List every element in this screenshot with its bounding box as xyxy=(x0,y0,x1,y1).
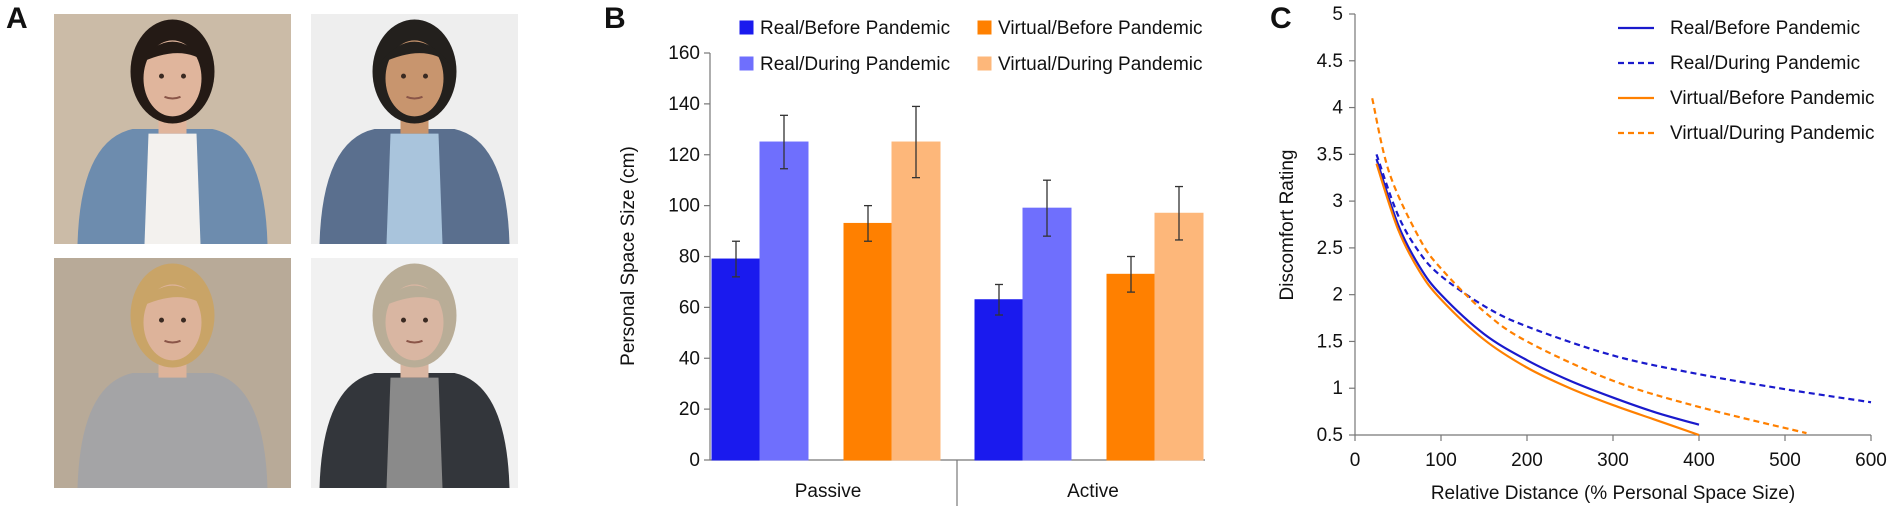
legend-item-real-before-pandemic: Real/Before Pandemic xyxy=(739,18,950,39)
panel-label-a: A xyxy=(6,2,28,35)
bar-virtual-during-pandemic-active xyxy=(1154,212,1204,461)
bar-real-before-pandemic-active xyxy=(974,299,1024,461)
x-category-label-passive: Passive xyxy=(795,481,862,502)
svg-text:Real/During Pandemic: Real/During Pandemic xyxy=(1670,53,1860,74)
svg-text:Virtual/Before Pandemic: Virtual/Before Pandemic xyxy=(998,18,1203,39)
y-tick-label-1-5: 1.5 xyxy=(1317,331,1343,352)
x-tick-label-200: 200 xyxy=(1511,450,1543,471)
x-tick-label-100: 100 xyxy=(1425,450,1457,471)
legend-item-real-before-pandemic: Real/Before Pandemic xyxy=(1618,18,1860,39)
real-man-photo xyxy=(54,258,291,488)
x-tick-label-500: 500 xyxy=(1769,450,1801,471)
legend-item-virtual-before-pandemic: Virtual/Before Pandemic xyxy=(977,18,1203,39)
virtual-man-avatar xyxy=(311,258,518,488)
y-tick-label-100: 100 xyxy=(668,196,700,217)
svg-text:Real/During Pandemic: Real/During Pandemic xyxy=(760,54,950,75)
y-tick-label-140: 140 xyxy=(668,94,700,115)
legend-item-real-during-pandemic: Real/During Pandemic xyxy=(739,54,950,75)
y-tick-label-120: 120 xyxy=(668,145,700,166)
legend-item-virtual-during-pandemic: Virtual/During Pandemic xyxy=(1618,123,1875,144)
error-bar-real-before-pandemic-active xyxy=(995,283,1003,316)
y-axis-label: Personal Space Size (cm) xyxy=(618,146,639,366)
legend-item-virtual-before-pandemic: Virtual/Before Pandemic xyxy=(1618,88,1875,109)
y-tick-label-2-5: 2.5 xyxy=(1317,238,1343,259)
error-bar-virtual-before-pandemic-active xyxy=(1127,255,1135,293)
panel-label-b: B xyxy=(604,2,626,35)
y-axis-label: Discomfort Rating xyxy=(1277,150,1298,301)
y-tick-label-0-5: 0.5 xyxy=(1317,425,1343,446)
svg-text:Virtual/Before Pandemic: Virtual/Before Pandemic xyxy=(1670,88,1875,109)
error-bar-real-during-pandemic-passive xyxy=(780,114,788,170)
line-virtual-during-pandemic xyxy=(1371,97,1807,435)
legend-item-virtual-during-pandemic: Virtual/During Pandemic xyxy=(977,54,1203,75)
x-tick-label-0: 0 xyxy=(1350,450,1361,471)
bar-virtual-before-pandemic-active xyxy=(1106,273,1156,461)
virtual-woman-avatar xyxy=(311,14,518,244)
x-tick-label-600: 600 xyxy=(1855,450,1887,471)
y-tick-label-160: 160 xyxy=(668,43,700,64)
bar-virtual-during-pandemic-passive xyxy=(891,141,941,461)
line-real-before-pandemic xyxy=(1375,158,1700,426)
y-tick-label-1: 1 xyxy=(1332,378,1343,399)
bar-real-during-pandemic-active xyxy=(1022,207,1072,461)
error-bar-virtual-before-pandemic-passive xyxy=(864,204,872,242)
y-tick-label-4: 4 xyxy=(1332,98,1343,119)
panel-label-c: C xyxy=(1270,2,1292,35)
y-tick-label-3-5: 3.5 xyxy=(1317,144,1343,165)
bar-real-before-pandemic-passive xyxy=(711,258,761,461)
svg-text:Virtual/During Pandemic: Virtual/During Pandemic xyxy=(998,54,1203,75)
svg-text:Real/Before Pandemic: Real/Before Pandemic xyxy=(760,18,950,39)
y-tick-label-5: 5 xyxy=(1332,4,1343,25)
bar-real-during-pandemic-passive xyxy=(759,141,809,461)
error-bar-virtual-during-pandemic-active xyxy=(1175,185,1183,241)
y-tick-label-2: 2 xyxy=(1332,285,1343,306)
y-tick-label-40: 40 xyxy=(679,348,700,369)
svg-text:Real/Before Pandemic: Real/Before Pandemic xyxy=(1670,18,1860,39)
y-tick-label-20: 20 xyxy=(679,399,700,420)
error-bar-real-during-pandemic-active xyxy=(1043,179,1051,237)
y-tick-label-4-5: 4.5 xyxy=(1317,51,1343,72)
x-category-label-active: Active xyxy=(1067,481,1119,502)
line-virtual-before-pandemic xyxy=(1375,163,1700,437)
error-bar-virtual-during-pandemic-passive xyxy=(912,105,920,179)
y-tick-label-3: 3 xyxy=(1332,191,1343,212)
x-axis-label: Relative Distance (% Personal Space Size… xyxy=(1431,483,1795,504)
line-real-during-pandemic xyxy=(1375,153,1872,404)
x-tick-label-400: 400 xyxy=(1683,450,1715,471)
error-bar-real-before-pandemic-passive xyxy=(732,240,740,278)
y-tick-label-80: 80 xyxy=(679,247,700,268)
y-tick-label-60: 60 xyxy=(679,297,700,318)
legend-item-real-during-pandemic: Real/During Pandemic xyxy=(1618,53,1860,74)
y-tick-label-0: 0 xyxy=(689,450,700,471)
x-tick-label-300: 300 xyxy=(1597,450,1629,471)
real-woman-photo xyxy=(54,14,291,244)
svg-text:Virtual/During Pandemic: Virtual/During Pandemic xyxy=(1670,123,1875,144)
